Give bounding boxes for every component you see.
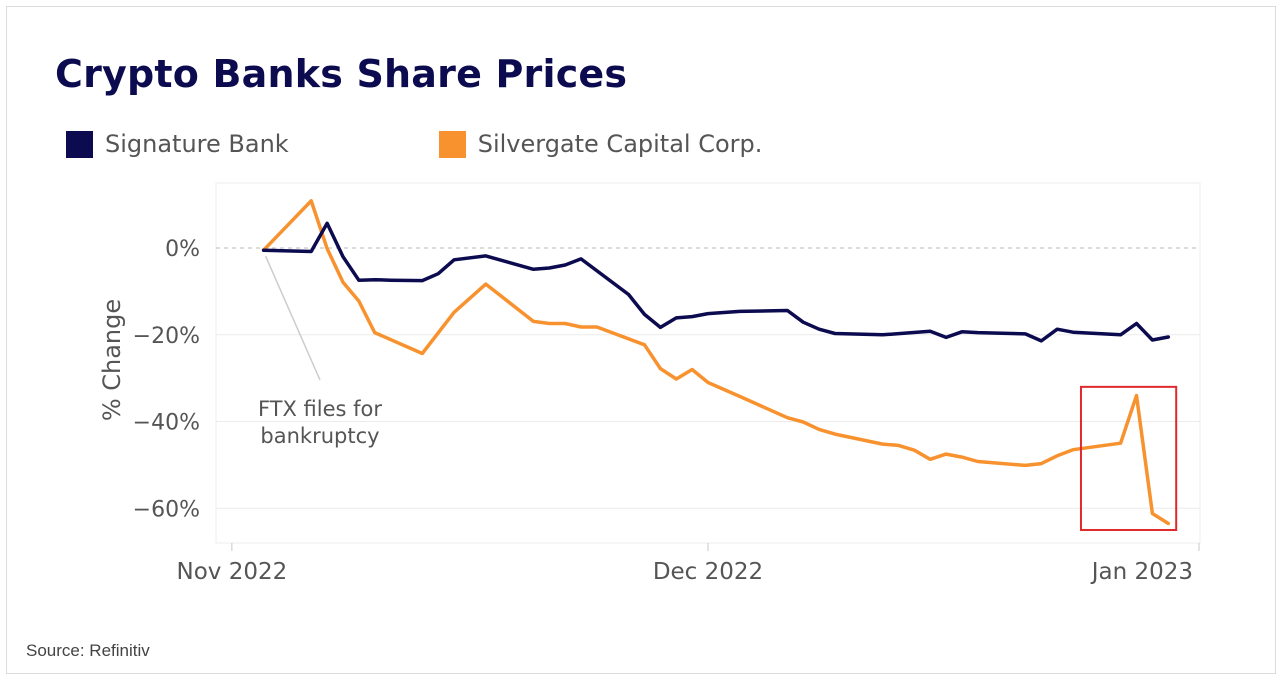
legend-label-silvergate: Silvergate Capital Corp.	[477, 130, 763, 158]
y-tick-label: 0%	[165, 237, 200, 262]
annotation-connector	[264, 255, 321, 381]
legend-item-signature-bank[interactable]: Signature Bank	[66, 130, 289, 158]
legend-item-silvergate[interactable]: Silvergate Capital Corp.	[438, 130, 763, 158]
series-line-signature-bank	[261, 221, 1171, 343]
x-tick-label: Jan 2023	[1090, 559, 1193, 585]
x-axis-ticks: Nov 2022 Dec 2022 Jan 2023	[177, 543, 1200, 585]
legend-swatch-signature-bank	[66, 130, 93, 158]
series-line-silvergate	[261, 199, 1171, 526]
ftx-annotation: FTX files for bankruptcy	[258, 255, 382, 448]
highlight-box	[1079, 385, 1178, 531]
y-tick-label: −40%	[133, 411, 200, 436]
legend: Signature Bank Silvergate Capital Corp.	[66, 130, 912, 158]
y-tick-label: −20%	[133, 324, 200, 349]
annotation-text: FTX files for	[258, 397, 382, 421]
legend-swatch-silvergate	[438, 130, 466, 158]
chart-title: Crypto Banks Share Prices	[55, 52, 628, 96]
x-tick-label: Nov 2022	[177, 559, 288, 585]
series-lines	[261, 199, 1171, 526]
y-axis-label: % Change	[98, 299, 126, 421]
plot-background	[215, 182, 1201, 544]
legend-label-signature-bank: Signature Bank	[105, 130, 289, 158]
y-axis-ticks: 0% −20% −40% −60%	[133, 237, 200, 522]
annotation-text: bankruptcy	[260, 424, 379, 448]
y-tick-label: −60%	[133, 497, 200, 522]
source-note: Source: Refinitiv	[26, 641, 150, 660]
x-tick-label: Dec 2022	[653, 559, 763, 585]
